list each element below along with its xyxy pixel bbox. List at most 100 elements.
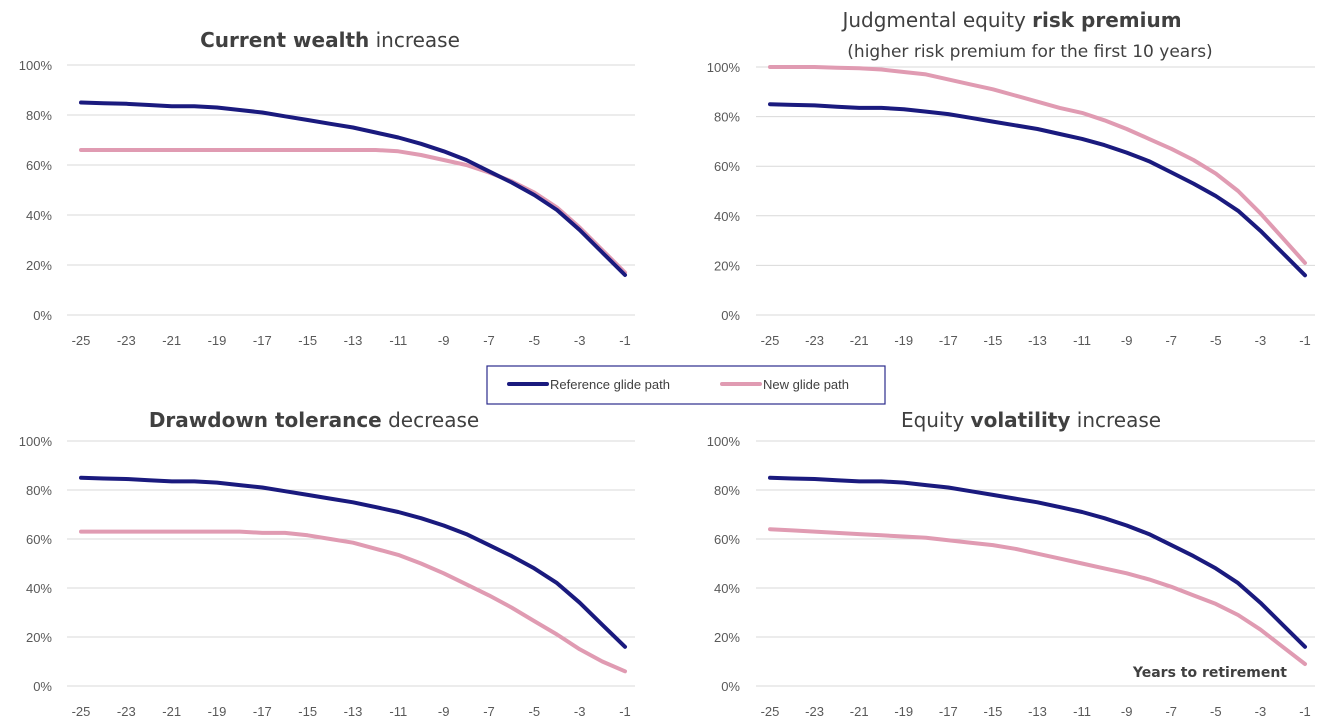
data-point-new <box>836 67 837 68</box>
data-point-new <box>1282 238 1283 239</box>
data-point-reference <box>171 481 172 482</box>
data-point-new <box>1104 120 1105 121</box>
data-point-reference <box>307 119 308 120</box>
y-tick-label: 80% <box>714 483 740 498</box>
data-point-new <box>148 149 149 150</box>
data-point-new <box>624 671 625 672</box>
data-point-new <box>126 149 127 150</box>
data-point-new <box>1193 159 1194 160</box>
data-point-new <box>992 89 993 90</box>
legend: Reference glide path New glide path <box>486 365 886 405</box>
data-point-new <box>375 548 376 549</box>
data-point-new <box>1171 586 1172 587</box>
data-point-new <box>1148 579 1149 580</box>
x-tick-label: -1 <box>1299 704 1311 719</box>
y-tick-label: 20% <box>26 258 52 273</box>
data-point-reference <box>284 116 285 117</box>
data-point-new <box>1148 138 1149 139</box>
data-point-reference <box>948 114 949 115</box>
data-point-new <box>1059 558 1060 559</box>
data-point-new <box>352 149 353 150</box>
data-point-reference <box>1126 525 1127 526</box>
panel-4-title-pre: Equity <box>901 408 971 432</box>
x-tick-label: -3 <box>1255 704 1267 719</box>
x-tick-label: -17 <box>253 333 272 348</box>
x-tick-label: -3 <box>574 333 586 348</box>
data-point-reference <box>375 507 376 508</box>
data-point-reference <box>126 103 127 104</box>
data-point-new <box>262 532 263 533</box>
data-point-reference <box>1037 502 1038 503</box>
data-point-reference <box>80 102 81 103</box>
data-point-new <box>579 649 580 650</box>
x-tick-label: -23 <box>805 333 824 348</box>
data-point-new <box>307 535 308 536</box>
x-tick-label: -17 <box>253 704 272 719</box>
y-tick-label: 20% <box>714 630 740 645</box>
data-point-reference <box>992 121 993 122</box>
data-point-reference <box>970 491 971 492</box>
data-point-reference <box>511 182 512 183</box>
data-point-new <box>814 66 815 67</box>
data-point-new <box>443 573 444 574</box>
data-point-reference <box>330 498 331 499</box>
data-point-reference <box>1238 583 1239 584</box>
data-point-reference <box>262 487 263 488</box>
data-point-new <box>992 545 993 546</box>
data-point-reference <box>534 568 535 569</box>
data-point-reference <box>194 106 195 107</box>
data-point-reference <box>216 482 217 483</box>
panel-risk-premium: 0% 20% 40% 60% 80% 100% -25 -23 -21 -19 -17 -15 -13 -… <box>707 60 1315 348</box>
y-tick-label: 40% <box>714 581 740 596</box>
y-tick-label: 0% <box>721 308 740 323</box>
data-point-reference <box>556 583 557 584</box>
data-point-new <box>970 84 971 85</box>
y-tick-label: 0% <box>721 679 740 694</box>
x-tick-label: -17 <box>939 704 958 719</box>
data-point-reference <box>1104 518 1105 519</box>
y-tick-label: 80% <box>714 110 740 125</box>
data-point-new <box>1037 101 1038 102</box>
x-tick-label: -3 <box>574 704 586 719</box>
data-point-new <box>171 149 172 150</box>
data-point-new <box>836 532 837 533</box>
data-point-new <box>375 149 376 150</box>
panel-2-title-bold: risk premium <box>1032 8 1181 32</box>
data-point-reference <box>420 518 421 519</box>
y-tick-label: 20% <box>26 630 52 645</box>
data-point-reference <box>624 274 625 275</box>
data-point-reference <box>534 194 535 195</box>
data-point-reference <box>443 525 444 526</box>
data-point-reference <box>148 104 149 105</box>
x-tick-label: -21 <box>850 704 869 719</box>
panel-3-title-bold: Drawdown tolerance <box>149 408 382 432</box>
data-point-reference <box>488 171 489 172</box>
annotation-years-to-retirement: Years to retirement <box>1132 665 1287 681</box>
data-point-reference <box>579 602 580 603</box>
data-point-reference <box>814 478 815 479</box>
data-point-new <box>903 536 904 537</box>
data-point-new <box>80 531 81 532</box>
y-tick-label: 80% <box>26 483 52 498</box>
data-point-reference <box>1238 210 1239 211</box>
data-point-new <box>330 149 331 150</box>
x-tick-label: -1 <box>619 333 631 348</box>
data-point-new <box>1126 573 1127 574</box>
data-point-reference <box>579 229 580 230</box>
data-point-reference <box>330 123 331 124</box>
series-line-new <box>79 529 627 674</box>
y-tick-label: 20% <box>714 258 740 273</box>
data-point-new <box>1282 646 1283 647</box>
panel-drawdown-tolerance: 0% 20% 40% 60% 80% 100% -25 -23 -21 -19 -17 -15 -13 -… <box>19 434 635 719</box>
data-point-new <box>239 531 240 532</box>
data-point-new <box>1260 213 1261 214</box>
data-point-new <box>1082 563 1083 564</box>
data-point-new <box>1037 553 1038 554</box>
data-point-reference <box>103 478 104 479</box>
x-tick-label: -7 <box>1165 704 1177 719</box>
data-point-reference <box>948 487 949 488</box>
data-point-reference <box>1260 230 1261 231</box>
data-point-reference <box>511 556 512 557</box>
x-tick-label: -23 <box>805 704 824 719</box>
